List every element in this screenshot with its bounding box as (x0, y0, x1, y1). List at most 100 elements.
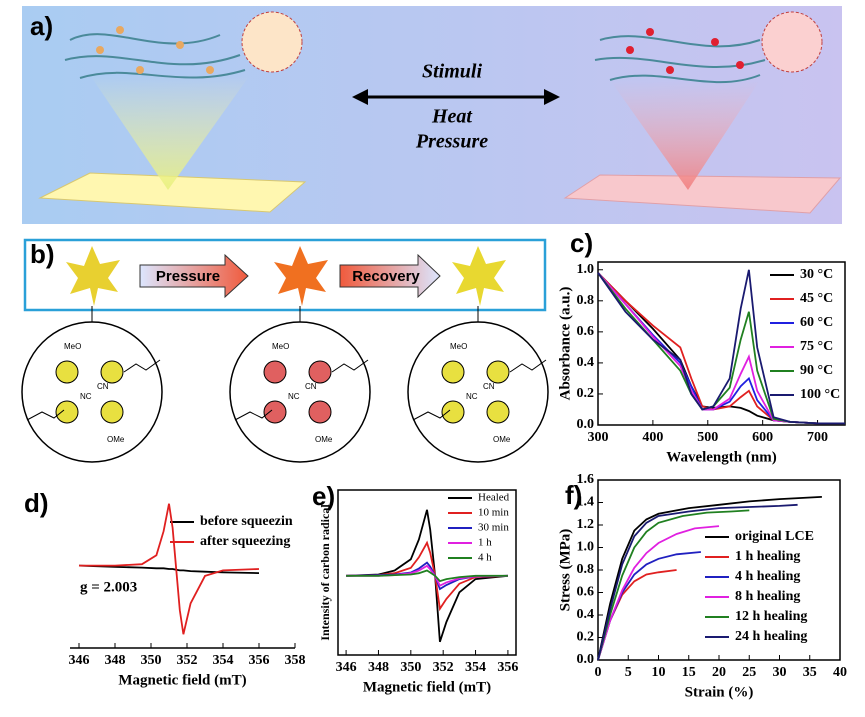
x-tick-label: 0 (595, 665, 602, 680)
ring (100, 400, 124, 424)
y-tick-label: 0.8 (577, 562, 595, 577)
x-tick-label: 352 (177, 653, 198, 668)
x-tick-label: 5 (625, 665, 632, 680)
molecule-circle (21, 321, 163, 463)
x-tick-label: 356 (249, 653, 270, 668)
legend-label: Healed (478, 492, 510, 504)
y-tick-label: 0.4 (577, 607, 595, 622)
leaf (66, 246, 120, 306)
x-tick-label: 354 (465, 660, 486, 675)
x-tick-label: 356 (497, 660, 518, 675)
panel-label: e) (312, 481, 335, 511)
leaf (452, 246, 506, 306)
molecule-circle (229, 321, 371, 463)
y-tick-label: 0.2 (577, 386, 595, 401)
molecule-label: CN (483, 382, 495, 391)
ring (441, 360, 465, 384)
x-tick-label: 348 (368, 660, 389, 675)
x-axis-label: Magnetic field (mT) (363, 679, 491, 695)
data-line (597, 525, 720, 661)
molecule-label: OMe (493, 435, 511, 444)
data-line (597, 269, 845, 425)
molecule: MeO CN NC OMe (21, 306, 163, 463)
leaf (274, 246, 328, 306)
molecule-label: NC (466, 392, 478, 401)
panel-a: a) Stimuli Heat Pressure (22, 6, 842, 224)
y-tick-label: 1.0 (577, 540, 595, 555)
chain (412, 359, 547, 421)
molecule-label: CN (97, 382, 109, 391)
x-axis-label: Wavelength (nm) (666, 449, 776, 465)
legend-label: 4 h healing (735, 569, 800, 584)
molecule-label: MeO (450, 342, 467, 351)
molecule-clusters (626, 28, 744, 74)
ring (486, 360, 510, 384)
x-tick-label: 15 (682, 665, 696, 680)
y-tick-label: 0.6 (577, 324, 595, 339)
ring (486, 400, 510, 424)
panel-label: f) (565, 480, 582, 510)
legend-label: 30 °C (800, 267, 833, 282)
arrow-label: Pressure (156, 268, 220, 285)
data-line (597, 509, 750, 661)
arrow (139, 253, 249, 299)
legend-label: after squeezing (200, 534, 290, 549)
legend-label: 10 min (478, 507, 509, 519)
stimuli-text: Heat (431, 106, 473, 128)
x-tick-label: 10 (652, 665, 666, 680)
legend-label: 1 h healing (735, 549, 800, 564)
x-tick-label: 500 (697, 430, 718, 445)
x-tick-label: 35 (803, 665, 817, 680)
x-tick-label: 346 (69, 653, 90, 668)
data-line (79, 503, 260, 635)
legend-label: 1 h (478, 537, 492, 549)
ring (55, 400, 79, 424)
inset-circle (241, 11, 303, 73)
light-cone (610, 80, 760, 190)
x-tick-label: 400 (642, 430, 663, 445)
legend-label: 100 °C (800, 387, 840, 402)
x-tick-label: 30 (773, 665, 787, 680)
molecule-circle (407, 321, 549, 463)
legend-label: 12 h healing (735, 609, 807, 624)
light-cone (90, 75, 250, 190)
x-axis-label: Magnetic field (mT) (118, 672, 246, 688)
data-line (346, 509, 508, 643)
y-axis-label: Intensity of carbon radical (318, 504, 332, 641)
film-yellow (38, 172, 307, 213)
x-tick-label: 300 (588, 430, 609, 445)
molecule-clusters (96, 26, 214, 74)
arrow-head (544, 89, 560, 105)
molecule-label: MeO (64, 342, 81, 351)
ring (308, 400, 332, 424)
legend-label: 30 min (478, 522, 509, 534)
y-tick-label: 0.0 (577, 417, 595, 432)
legend-label: 45 °C (800, 291, 833, 306)
ring (308, 360, 332, 384)
ring (263, 400, 287, 424)
ring (55, 360, 79, 384)
y-tick-label: 1.6 (577, 472, 595, 487)
data-line (597, 496, 822, 661)
arrow-head (352, 89, 368, 105)
x-tick-label: 346 (336, 660, 357, 675)
polymer-fibers (64, 33, 766, 84)
data-line (78, 564, 260, 574)
y-tick-label: 1.0 (577, 262, 595, 277)
molecule-label: OMe (107, 435, 125, 444)
ring (263, 360, 287, 384)
molecule: MeO CN NC OMe (229, 306, 371, 463)
data-line (346, 569, 508, 583)
legend-label: 24 h healing (735, 629, 807, 644)
arrow (339, 253, 441, 299)
panel-b-box (23, 238, 547, 312)
legend-label: 4 h (478, 552, 492, 564)
chain (26, 359, 161, 421)
x-tick-label: 20 (712, 665, 726, 680)
x-axis-label: Strain (%) (685, 684, 754, 700)
y-tick-label: 0.0 (577, 652, 595, 667)
film-pink (563, 174, 842, 214)
data-line (597, 503, 798, 661)
annotation: g = 2.003 (80, 579, 137, 595)
